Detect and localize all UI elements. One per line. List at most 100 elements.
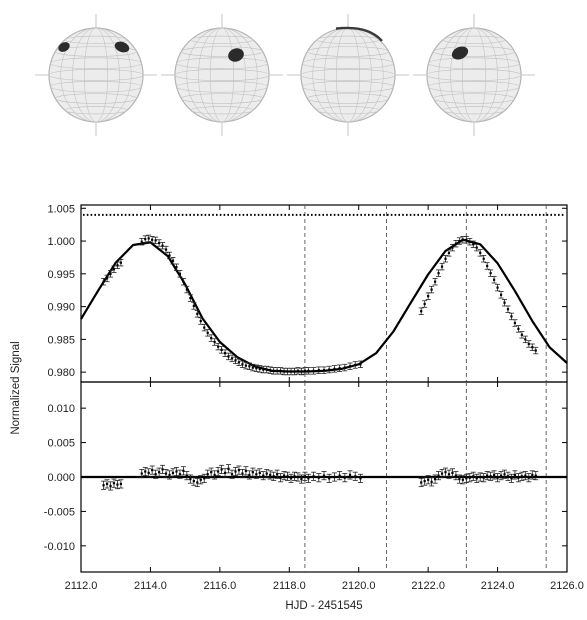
data-point [219,346,225,354]
data-point [173,263,179,271]
point-marker [105,482,109,485]
data-point [526,473,532,483]
data-point [281,471,287,481]
data-point [463,236,469,244]
data-point [160,241,166,250]
point-marker [437,474,440,477]
point-marker [248,365,251,368]
data-point [429,477,435,487]
point-marker [458,239,461,243]
point-marker [517,476,520,479]
point-marker [354,475,357,478]
point-marker [116,264,119,267]
data-point [153,469,159,479]
data-point [439,469,445,479]
point-marker [175,266,178,269]
point-marker [312,369,315,372]
data-point [101,480,107,490]
point-marker [461,478,464,481]
point-marker [531,473,534,477]
data-point [118,479,124,489]
data-point [512,319,518,327]
data-point [298,474,304,484]
data-point [316,473,322,483]
data-point [243,361,249,370]
data-point [474,473,480,483]
data-point [460,475,466,485]
data-point [250,467,256,477]
data-point [484,471,490,481]
panel-frame [80,204,568,383]
data-point [418,307,424,315]
point-marker [178,473,182,476]
point-marker [506,308,510,311]
data-point [337,364,343,372]
point-marker [109,484,112,488]
data-point [337,471,343,481]
point-marker [265,368,268,371]
data-point [291,367,297,376]
point-marker [116,483,119,486]
data-point [246,362,252,370]
y-axis-title: Normalized Signal [10,341,22,434]
data-point [222,349,228,357]
data-point [142,466,148,477]
data-point [108,481,114,491]
data-point [470,471,476,481]
data-point [257,468,263,478]
point-marker [220,348,223,351]
point-marker [144,237,147,241]
star-longitude-line [48,27,144,123]
point-marker [289,370,293,373]
point-marker [359,363,362,366]
point-marker [338,474,341,477]
data-point [215,342,221,351]
point-marker [154,239,157,242]
data-point [488,269,494,277]
data-point [180,466,186,476]
point-marker [161,468,164,471]
point-marker [527,342,530,346]
point-marker [513,473,517,477]
data-point [305,473,311,483]
x-axis-title: HJD - 2451545 [285,600,362,612]
data-point [352,471,358,481]
point-marker [203,326,206,329]
y-tick-label: 1.005 [47,203,75,215]
data-point [208,467,214,477]
point-marker [524,474,527,477]
point-marker [255,367,258,370]
point-marker [499,293,503,296]
data-point [436,269,442,277]
y-tick-label: 0.005 [47,438,75,450]
point-marker [510,315,513,318]
data-point [114,480,120,490]
point-marker [322,474,326,477]
data-point [505,305,511,313]
star-phase-3-icon [287,14,409,136]
point-marker [151,238,154,241]
data-point [347,362,353,370]
data-point [170,468,176,478]
data-point [519,331,525,339]
point-marker [241,363,244,366]
point-marker [420,310,423,313]
data-point [456,237,462,245]
point-marker [499,474,503,477]
point-marker [454,242,458,245]
data-point [512,470,518,480]
data-point [267,366,273,374]
point-marker [213,340,216,344]
point-marker [520,475,523,478]
data-point [208,334,214,342]
x-tick-label: 2122.0 [411,580,445,592]
point-marker [237,361,241,364]
data-point [187,294,193,302]
data-point [357,473,363,483]
data-point [295,472,301,482]
data-point [149,465,155,475]
point-marker [196,312,199,315]
point-marker [206,473,209,476]
point-marker [230,357,234,360]
